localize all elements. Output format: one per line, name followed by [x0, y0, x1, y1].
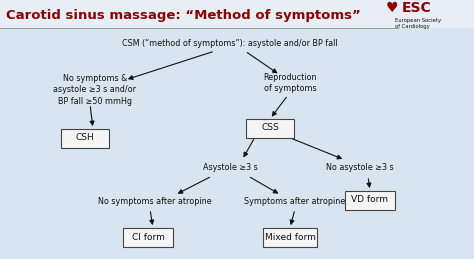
Text: Asystole ≥3 s: Asystole ≥3 s: [202, 163, 257, 172]
Text: Reproduction
of symptoms: Reproduction of symptoms: [263, 73, 317, 93]
Text: CSM (“method of symptoms”): asystole and/or BP fall: CSM (“method of symptoms”): asystole and…: [122, 40, 338, 48]
Text: VD form: VD form: [352, 196, 389, 205]
Text: CSS: CSS: [261, 124, 279, 133]
Text: CI form: CI form: [132, 233, 164, 241]
Text: ♥: ♥: [386, 1, 398, 15]
Text: No symptoms &
asystole ≥3 s and/or
BP fall ≥50 mmHg: No symptoms & asystole ≥3 s and/or BP fa…: [54, 74, 137, 106]
Text: Symptoms after atropine: Symptoms after atropine: [245, 198, 346, 206]
Text: ESC: ESC: [402, 1, 432, 15]
Text: Mixed form: Mixed form: [264, 233, 315, 241]
FancyBboxPatch shape: [263, 227, 317, 247]
Text: No asystole ≥3 s: No asystole ≥3 s: [326, 163, 394, 172]
Text: European Society
of Cardiology: European Society of Cardiology: [395, 18, 441, 29]
FancyBboxPatch shape: [123, 227, 173, 247]
Text: CSH: CSH: [76, 133, 94, 142]
FancyBboxPatch shape: [0, 0, 474, 28]
FancyBboxPatch shape: [61, 128, 109, 147]
Text: No symptoms after atropine: No symptoms after atropine: [98, 198, 212, 206]
FancyBboxPatch shape: [246, 119, 294, 138]
FancyBboxPatch shape: [345, 191, 395, 210]
Text: Carotid sinus massage: “Method of symptoms”: Carotid sinus massage: “Method of sympto…: [6, 9, 361, 21]
